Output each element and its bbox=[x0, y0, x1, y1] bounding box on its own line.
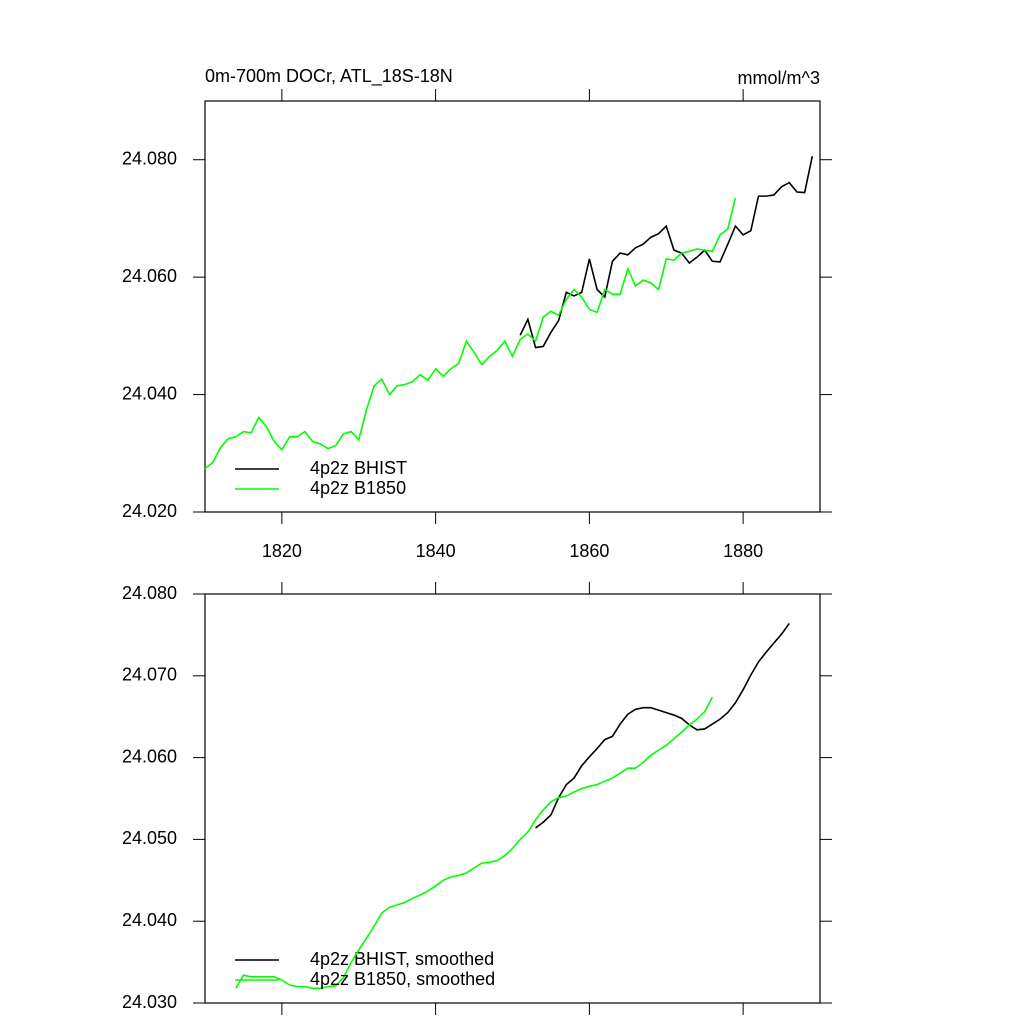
y-tick-label: 24.070 bbox=[122, 665, 177, 685]
y-tick-label: 24.040 bbox=[122, 383, 177, 403]
chart-title: 0m-700m DOCr, ATL_18S-18N bbox=[205, 66, 453, 87]
plot-frame bbox=[204, 100, 821, 513]
data-line bbox=[535, 622, 790, 829]
y-tick-label: 24.020 bbox=[122, 501, 177, 521]
y-tick-label: 24.030 bbox=[122, 992, 177, 1012]
data-line bbox=[204, 197, 737, 470]
x-tick-label: 1880 bbox=[723, 541, 763, 561]
x-tick-label: 1860 bbox=[569, 541, 609, 561]
y-tick-label: 24.050 bbox=[122, 828, 177, 848]
y-tick-label: 24.080 bbox=[122, 148, 177, 168]
units-label: mmol/m^3 bbox=[738, 68, 820, 88]
y-tick-label: 24.040 bbox=[122, 910, 177, 930]
y-tick-label: 24.060 bbox=[122, 746, 177, 766]
legend-label: 4p2z BHIST bbox=[310, 458, 407, 478]
legend-label: 4p2z B1850 bbox=[310, 478, 406, 498]
x-tick-label: 1840 bbox=[416, 541, 456, 561]
y-tick-label: 24.060 bbox=[122, 266, 177, 286]
y-tick-label: 24.080 bbox=[122, 583, 177, 603]
data-line bbox=[519, 156, 814, 349]
data-line bbox=[235, 696, 714, 990]
legend-label: 4p2z BHIST, smoothed bbox=[310, 949, 494, 969]
x-tick-label: 1820 bbox=[262, 541, 302, 561]
plot-frame bbox=[204, 593, 821, 1004]
legend-label: 4p2z B1850, smoothed bbox=[310, 969, 495, 989]
